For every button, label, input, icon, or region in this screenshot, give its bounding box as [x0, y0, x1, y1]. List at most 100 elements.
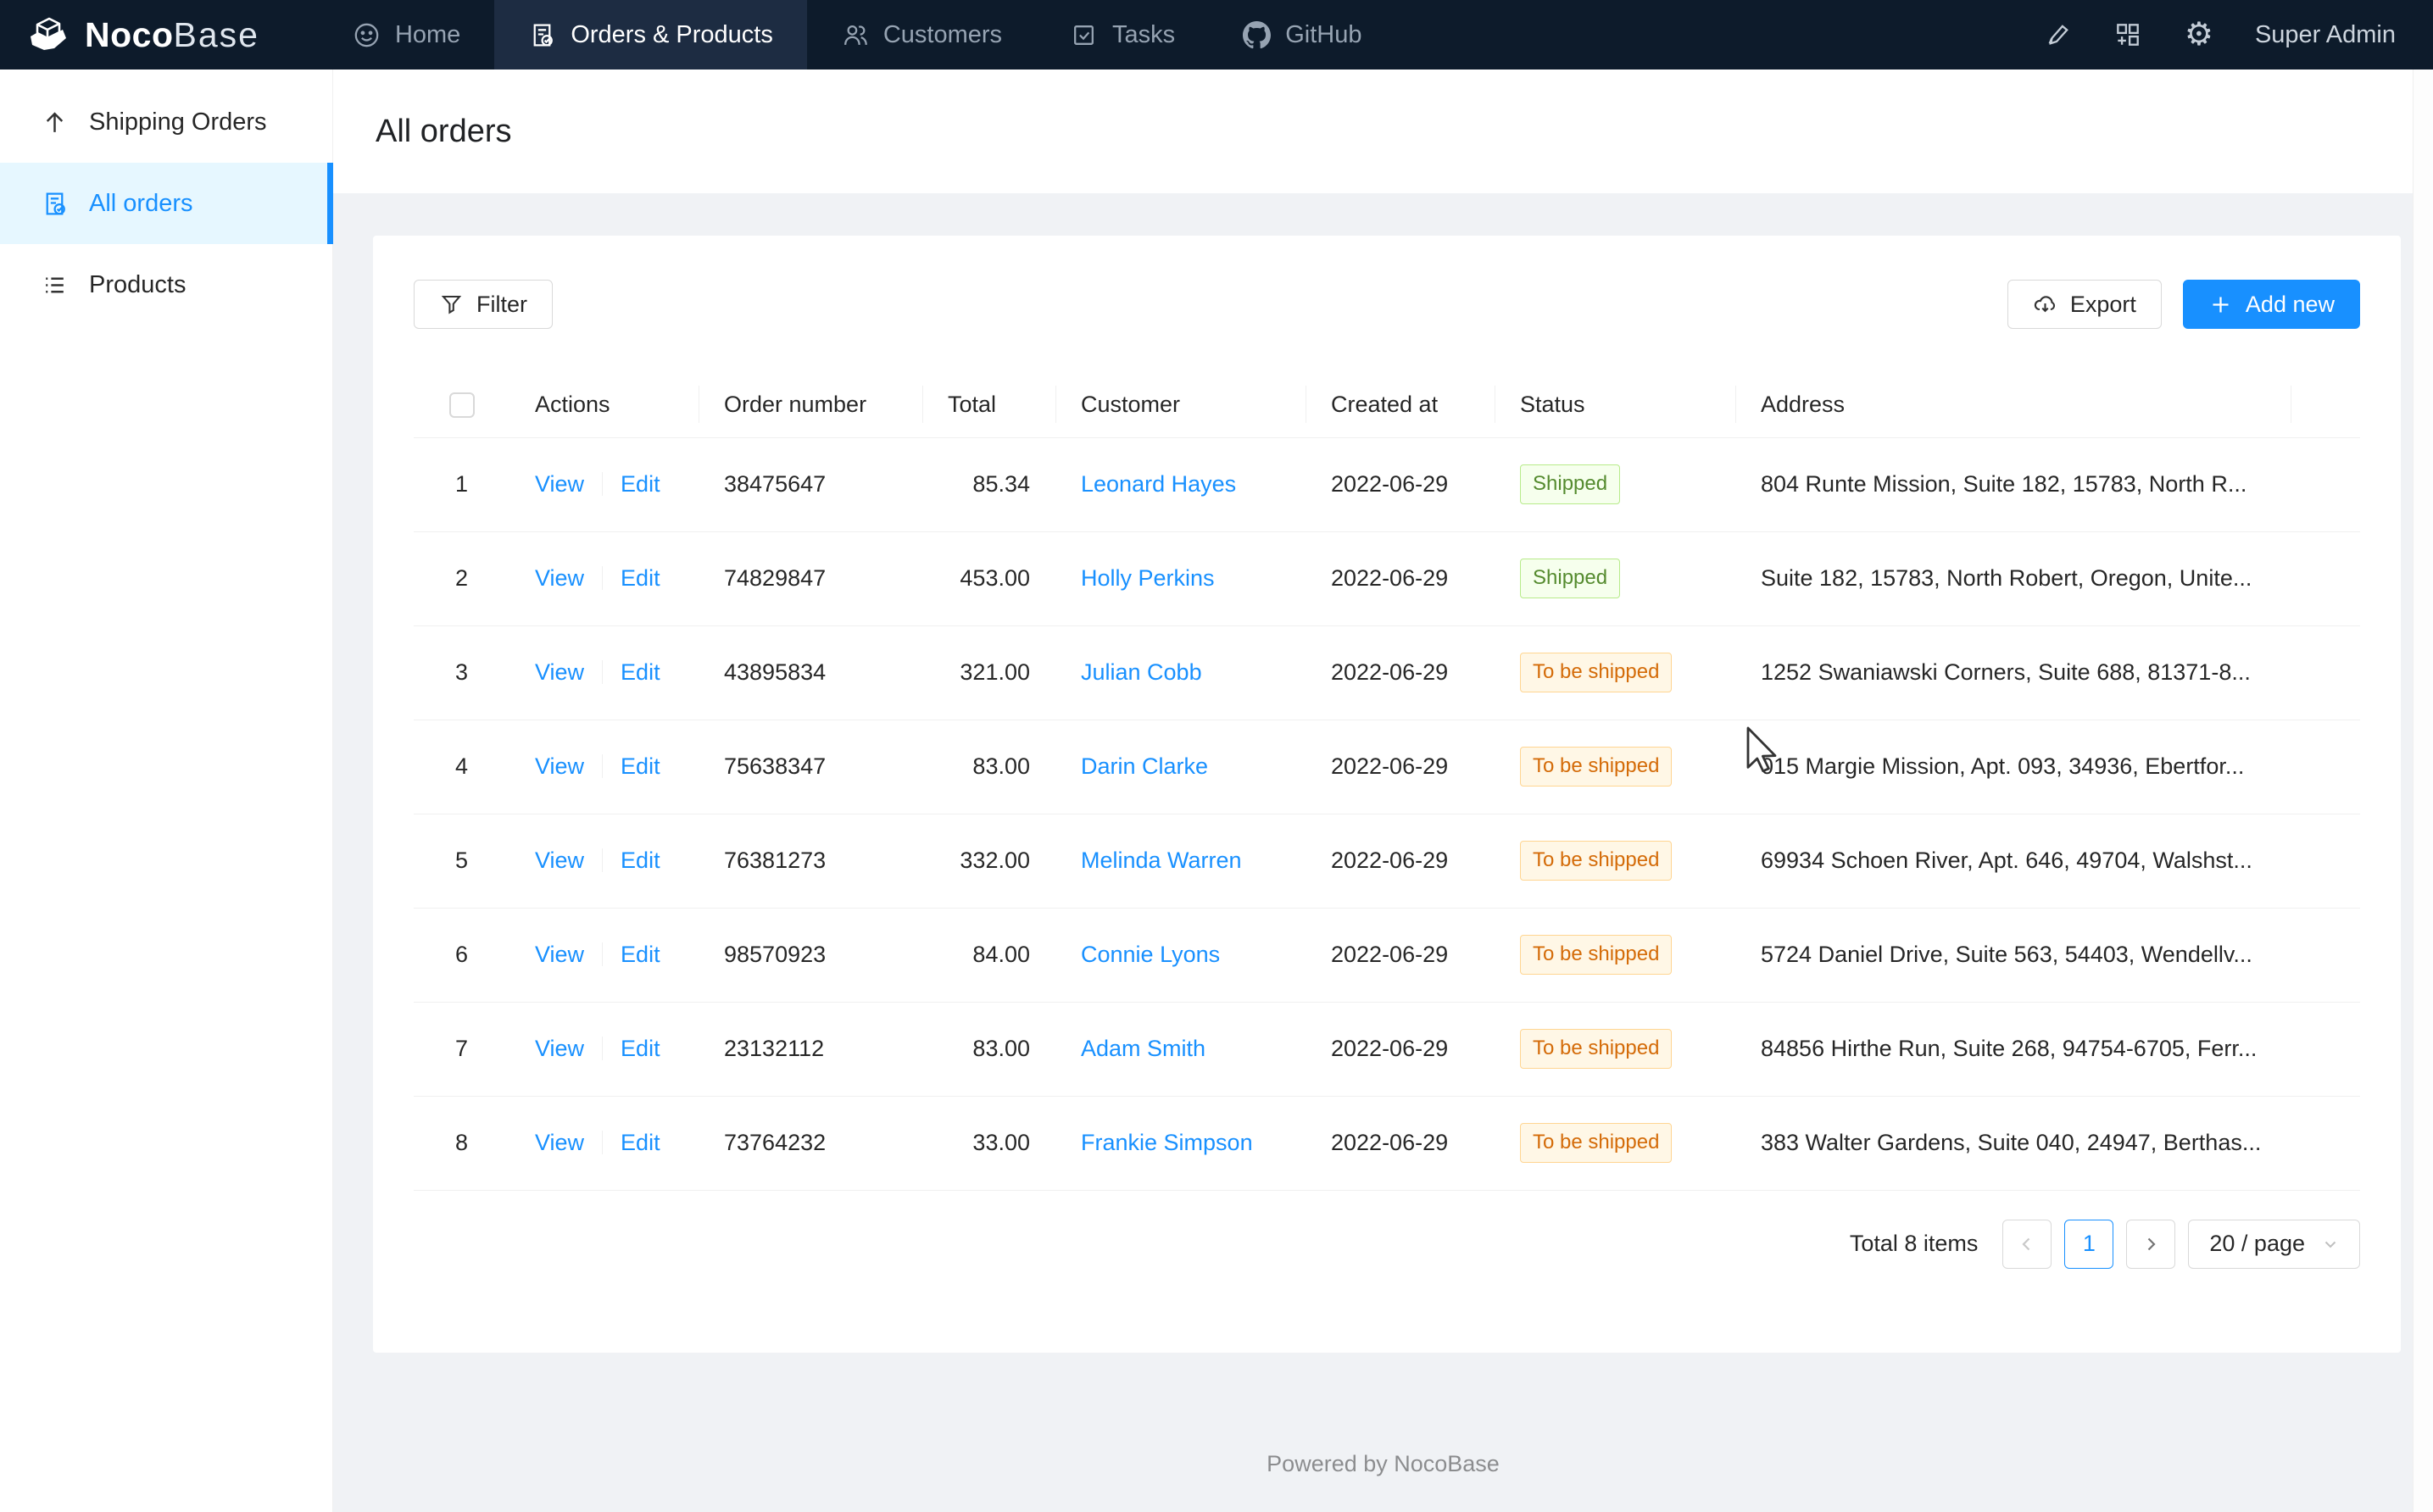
edit-link[interactable]: Edit [621, 942, 660, 967]
filter-button[interactable]: Filter [414, 280, 553, 329]
row-index: 3 [454, 659, 469, 685]
action-divider [602, 754, 604, 778]
customer-link[interactable]: Holly Perkins [1081, 565, 1215, 591]
address-text: 804 Runte Mission, Suite 182, 15783, Nor… [1761, 471, 2247, 497]
view-link[interactable]: View [535, 471, 585, 497]
view-link[interactable]: View [535, 942, 585, 967]
prev-page-button[interactable] [2002, 1219, 2052, 1269]
view-link[interactable]: View [535, 753, 585, 779]
export-button[interactable]: Export [2007, 280, 2162, 329]
user-menu[interactable]: Super Admin [2254, 20, 2396, 48]
page-1-button[interactable]: 1 [2064, 1219, 2114, 1269]
tab-home[interactable]: Home [319, 0, 494, 69]
edit-link[interactable]: Edit [621, 1130, 660, 1155]
nav-tabs: Home Orders & Products Customers [319, 0, 1396, 69]
view-link[interactable]: View [535, 848, 585, 873]
tab-tasks[interactable]: Tasks [1036, 0, 1209, 69]
action-divider [602, 942, 604, 966]
created-at: 2022-06-29 [1331, 1130, 1449, 1155]
column-header-total: Total [922, 372, 1055, 438]
highlighter-icon[interactable] [2041, 19, 2072, 50]
table-row: 3 View Edit 43895834 321.00 Julian Cobb 2… [414, 625, 2360, 720]
view-link[interactable]: View [535, 565, 585, 591]
gear-icon[interactable]: ⚙ [2184, 17, 2213, 53]
column-header-address: Address [1735, 372, 2291, 438]
sidebar-item-all-orders[interactable]: All orders [0, 163, 333, 244]
page-title: All orders [376, 113, 512, 149]
order-total: 85.34 [972, 471, 1030, 497]
status-badge: To be shipped [1520, 1123, 1673, 1163]
action-divider [602, 848, 604, 872]
customer-link[interactable]: Adam Smith [1081, 1036, 1206, 1061]
customer-link[interactable]: Leonard Hayes [1081, 471, 1237, 497]
row-index: 2 [454, 565, 469, 591]
customer-link[interactable]: Darin Clarke [1081, 753, 1209, 779]
order-total: 84.00 [972, 942, 1030, 967]
select-all-checkbox[interactable] [448, 392, 475, 419]
orders-table-card: Filter Export [373, 236, 2401, 1353]
nocobase-logo[interactable]: NocoBase [0, 0, 293, 69]
table-row: 8 View Edit 73764232 33.00 Frankie Simpso… [414, 1096, 2360, 1191]
nocobase-logo-icon [31, 17, 66, 50]
row-index: 6 [454, 942, 469, 967]
filter-icon [441, 295, 462, 314]
customer-link[interactable]: Connie Lyons [1081, 942, 1221, 967]
chevron-down-icon [2324, 1241, 2336, 1248]
chevron-right-icon [2148, 1237, 2156, 1250]
column-header-status: Status [1495, 372, 1735, 438]
row-index: 7 [454, 1036, 469, 1061]
created-at: 2022-06-29 [1331, 1036, 1449, 1061]
edit-link[interactable]: Edit [621, 659, 660, 685]
column-header-created-at: Created at [1306, 372, 1495, 438]
next-page-button[interactable] [2126, 1219, 2176, 1269]
status-badge: To be shipped [1520, 747, 1673, 787]
sidebar: Shipping Orders All orders Products [0, 69, 333, 1512]
created-at: 2022-06-29 [1331, 942, 1449, 967]
edit-link[interactable]: Edit [621, 471, 660, 497]
sidebar-item-label: Products [89, 270, 187, 298]
order-number: 74829847 [724, 565, 827, 591]
edit-link[interactable]: Edit [621, 848, 660, 873]
edit-link[interactable]: Edit [621, 565, 660, 591]
view-link[interactable]: View [535, 1130, 585, 1155]
customer-link[interactable]: Frankie Simpson [1081, 1130, 1253, 1155]
add-block-icon[interactable] [2113, 19, 2143, 50]
customer-link[interactable]: Melinda Warren [1081, 848, 1242, 873]
status-badge: To be shipped [1520, 841, 1673, 881]
column-header-actions: Actions [509, 372, 699, 438]
row-index: 8 [454, 1130, 469, 1155]
customer-link[interactable]: Julian Cobb [1081, 659, 1202, 685]
order-number: 76381273 [724, 848, 827, 873]
tasks-icon [1074, 25, 1094, 45]
navbar-actions: ⚙ Super Admin [2041, 0, 2433, 69]
view-link[interactable]: View [535, 1036, 585, 1061]
address-text: 69934 Schoen River, Apt. 646, 49704, Wal… [1761, 848, 2252, 873]
add-new-button[interactable]: Add new [2182, 280, 2360, 329]
order-number: 38475647 [724, 471, 827, 497]
created-at: 2022-06-29 [1331, 848, 1449, 873]
order-number: 98570923 [724, 942, 827, 967]
tab-label: Orders & Products [571, 20, 773, 48]
edit-link[interactable]: Edit [621, 753, 660, 779]
table-row: 7 View Edit 23132112 83.00 Adam Smith 202… [414, 1002, 2360, 1097]
address-text: Suite 182, 15783, North Robert, Oregon, … [1761, 565, 2252, 591]
order-total: 83.00 [972, 1036, 1030, 1061]
smile-icon [354, 23, 379, 47]
order-number: 73764232 [724, 1130, 827, 1155]
view-link[interactable]: View [535, 659, 585, 685]
order-number: 43895834 [724, 659, 827, 685]
page-size-select[interactable]: 20 / page [2188, 1219, 2360, 1269]
order-number: 23132112 [724, 1036, 825, 1061]
edit-link[interactable]: Edit [621, 1036, 660, 1061]
row-index: 5 [454, 848, 469, 873]
tab-github[interactable]: GitHub [1209, 0, 1395, 69]
export-icon [2034, 295, 2055, 312]
scrollbar-track[interactable] [2413, 69, 2433, 1512]
sidebar-item-shipping-orders[interactable]: Shipping Orders [0, 81, 332, 163]
tab-customers[interactable]: Customers [807, 0, 1036, 69]
tab-orders-products[interactable]: Orders & Products [494, 0, 807, 69]
logo-text: NocoBase [85, 14, 259, 54]
sidebar-item-products[interactable]: Products [0, 244, 332, 325]
tab-label: Customers [882, 20, 1003, 48]
powered-by-footer: Powered by NocoBase [1267, 1451, 1500, 1476]
